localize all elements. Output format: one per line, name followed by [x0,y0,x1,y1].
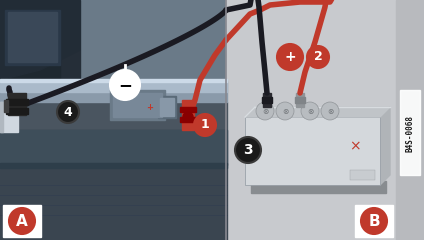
Bar [350,170,375,180]
Text: +: + [147,102,153,112]
Bar [0,102,3,132]
Circle shape [361,208,387,234]
Bar [6,99,28,105]
Bar [3,205,41,237]
Text: +: + [284,50,296,64]
Bar [0,80,227,102]
Circle shape [9,208,35,234]
Bar [245,117,380,185]
Bar [251,181,386,193]
Circle shape [110,70,140,100]
Text: −: − [118,76,132,94]
Bar [0,102,18,132]
Bar [6,108,28,114]
Bar [400,90,420,175]
Bar [0,79,227,82]
Bar [0,130,227,240]
Text: B: B [368,214,380,228]
Bar [4,100,8,112]
Circle shape [256,102,274,120]
Text: ⊗: ⊗ [262,107,268,115]
Circle shape [321,102,339,120]
Bar [0,130,227,165]
Polygon shape [380,107,390,185]
Bar [182,100,194,130]
Bar [8,93,26,115]
Circle shape [277,44,303,70]
Bar [296,93,304,107]
Circle shape [57,101,79,123]
Bar [0,0,80,90]
Bar [0,102,227,130]
Text: ⊗: ⊗ [282,107,288,115]
Bar [180,117,196,122]
Bar [0,0,226,240]
Bar [113,93,162,117]
Bar [263,93,271,107]
Bar [0,0,60,90]
Polygon shape [0,0,80,80]
Text: 4: 4 [64,106,73,119]
Circle shape [276,102,294,120]
Bar [226,0,396,240]
Bar [262,97,272,103]
Bar [180,107,196,112]
Bar [355,205,393,237]
Bar [158,96,176,118]
Polygon shape [245,107,390,117]
Bar [0,82,227,92]
Circle shape [235,137,261,163]
Text: A: A [16,214,28,228]
Bar [8,12,57,62]
Text: 2: 2 [314,50,322,64]
Bar [295,97,305,103]
Bar [160,98,174,116]
Circle shape [307,46,329,68]
Text: ⊗: ⊗ [307,107,313,115]
Text: B4S-0068: B4S-0068 [405,114,415,151]
Circle shape [301,102,319,120]
Text: ×: × [349,139,361,153]
Circle shape [183,112,193,122]
Bar [110,90,165,120]
Text: 1: 1 [201,119,209,132]
Bar [5,10,60,65]
Bar [396,0,424,240]
Bar [0,163,227,168]
Text: ⊗: ⊗ [327,107,333,115]
Text: 3: 3 [243,143,253,157]
Circle shape [194,114,216,136]
